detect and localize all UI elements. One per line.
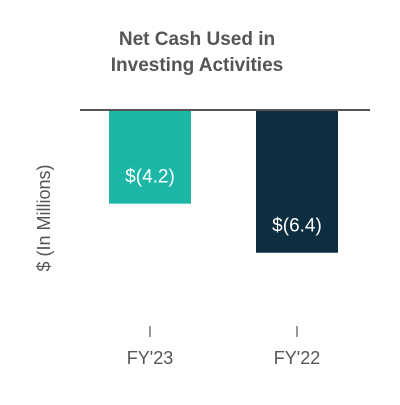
bar-1 [256, 110, 338, 253]
chart-title-line-2: Investing Activities [111, 55, 283, 76]
bars-group: $(4.2) $(6.4) [109, 110, 338, 253]
y-axis-label: $ (In Millions) [34, 164, 54, 271]
bar-data-label-0: $(4.2) [125, 167, 175, 188]
x-axis-ticks: FY'23 FY'22 [127, 326, 320, 368]
chart-title: Net Cash Used in Investing Activities [111, 29, 283, 76]
x-tick-label-1: FY'22 [274, 348, 320, 368]
bar-data-label-1: $(6.4) [272, 216, 322, 237]
x-tick-label-0: FY'23 [127, 348, 173, 368]
bar-0 [109, 110, 191, 204]
chart-title-line-1: Net Cash Used in [119, 29, 275, 50]
